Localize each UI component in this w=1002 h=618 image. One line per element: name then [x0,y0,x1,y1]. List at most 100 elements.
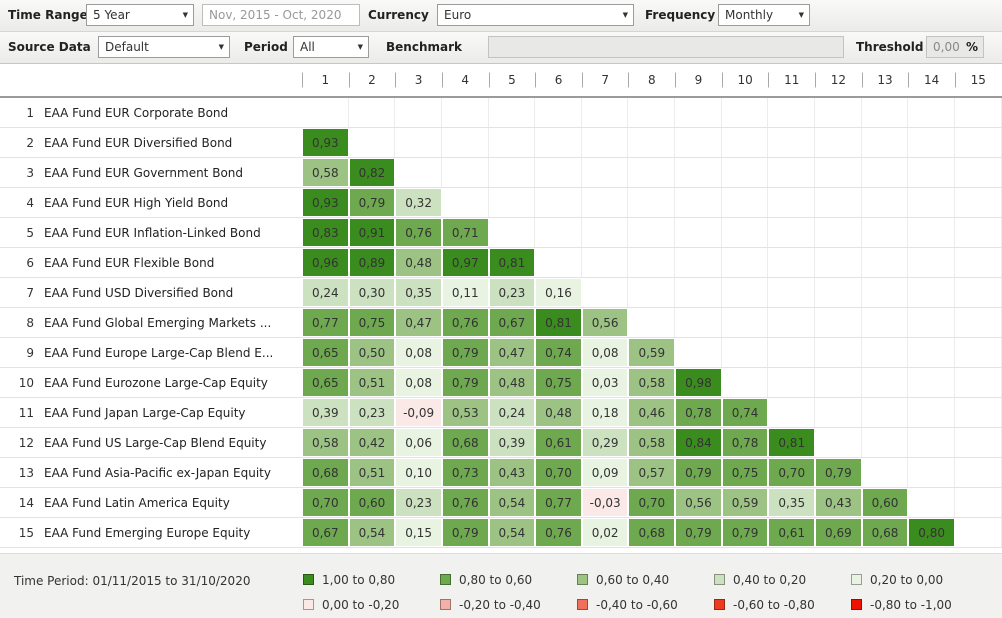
row-number: 11 [18,405,34,420]
matrix-cell: 0,24 [488,398,536,427]
matrix-cell [349,98,396,127]
currency-select[interactable]: Euro ▼ [437,4,634,26]
row-number: 15 [18,525,34,540]
matrix-cell: 0,60 [861,488,909,517]
matrix-cell: 0,30 [348,278,396,307]
matrix-cell: 0,15 [395,518,442,547]
matrix-cell [908,488,955,517]
matrix-header-spacer [0,64,302,96]
matrix-cell [815,338,862,367]
legend: 1,00 to 0,80 0,80 to 0,60 0,60 to 0,40 0,40… [303,567,988,617]
source-data-label: Source Data [8,40,91,54]
matrix-cell: 0,79 [721,518,769,547]
matrix-cell [535,218,582,247]
matrix-cell: 0,79 [675,458,722,487]
matrix-cell [442,128,489,157]
matrix-cell [862,278,909,307]
matrix-cell: 0,70 [535,458,582,487]
matrix-cell: 0,48 [488,368,536,397]
legend-swatch [851,599,862,610]
row-number: 2 [26,135,34,150]
legend-swatch [303,574,314,585]
matrix-cell: 0,68 [628,518,676,547]
matrix-cell [582,218,629,247]
matrix-cell: 0,02 [581,518,629,547]
source-data-select[interactable]: Default ▼ [98,36,230,58]
period-select[interactable]: All ▼ [293,36,369,58]
period-value: All [300,40,315,54]
matrix-cell [628,218,676,247]
matrix-cell [535,248,582,277]
legend-item: -0,20 to -0,40 [440,598,577,612]
frequency-select[interactable]: Monthly ▼ [718,4,810,26]
matrix-cell [862,368,909,397]
column-header: 3 [395,64,442,96]
table-row: 2 EAA Fund EUR Diversified Bond 0,93 [0,128,1002,158]
time-period-text: Time Period: 01/11/2015 to 31/10/2020 [14,574,251,588]
matrix-cell [955,128,1002,157]
currency-label: Currency [368,8,429,22]
matrix-cell: 0,89 [348,248,396,277]
row-number: 12 [18,435,34,450]
legend-row-positive: 1,00 to 0,80 0,80 to 0,60 0,60 to 0,40 0,40… [303,567,988,592]
table-row: 14 EAA Fund Latin America Equity 0,70 0,60 0… [0,488,1002,518]
table-row: 11 EAA Fund Japan Large-Cap Equity 0,39 0,2… [0,398,1002,428]
matrix-cell [862,98,909,127]
column-header: 7 [582,64,629,96]
matrix-cell: 0,43 [488,458,536,487]
matrix-cell [722,218,769,247]
chevron-down-icon: ▼ [357,43,363,51]
matrix-cell: 0,10 [395,458,442,487]
date-range-input[interactable]: Nov, 2015 - Oct, 2020 [202,4,360,26]
matrix-cell [722,188,769,217]
matrix-cell [768,98,816,127]
legend-label: -0,40 to -0,60 [596,597,678,612]
matrix-cell: 0,39 [488,428,536,457]
toolbar-row-1: Time Range 5 Year ▼ Nov, 2015 - Oct, 202… [0,0,1002,32]
matrix-cell: 0,76 [395,218,442,247]
matrix-cell [908,98,955,127]
chevron-down-icon: ▼ [798,11,804,19]
matrix-cell: 0,46 [628,398,676,427]
toolbar-row-2: Source Data Default ▼ Period All ▼ Bench… [0,32,1002,64]
matrix-cell: 0,81 [488,248,536,277]
row-number: 8 [26,315,34,330]
matrix-cell [489,218,536,247]
matrix-cell: -0,09 [395,398,442,427]
matrix-cell: 0,51 [348,458,396,487]
frequency-label: Frequency [645,8,716,22]
matrix-cell: 0,71 [441,218,489,247]
legend-label: 0,00 to -0,20 [322,597,400,612]
legend-item: 1,00 to 0,80 [303,573,440,587]
matrix-cell [535,188,582,217]
matrix-cell: 0,54 [488,518,536,547]
matrix-cell [955,218,1002,247]
matrix-cell: 0,65 [302,338,349,367]
matrix-cell: 0,35 [768,488,816,517]
matrix-cell [862,248,909,277]
matrix-cell: 0,08 [395,368,442,397]
table-row: 1 EAA Fund EUR Corporate Bond [0,98,1002,128]
time-range-select[interactable]: 5 Year ▼ [86,4,194,26]
matrix-cell: 0,24 [302,278,349,307]
matrix-cell: 0,39 [302,398,349,427]
benchmark-input[interactable] [488,36,844,58]
matrix-cell [908,128,955,157]
matrix-cell [722,98,769,127]
matrix-cell [768,308,816,337]
matrix-cell [908,188,955,217]
matrix-cell: 0,98 [675,368,722,397]
matrix-cell [628,308,676,337]
matrix-cell: 0,18 [581,398,629,427]
threshold-input[interactable]: 0,00 [926,36,984,58]
matrix-cell: 0,50 [348,338,396,367]
row-number: 14 [18,495,34,510]
legend-label: 0,20 to 0,00 [870,572,944,587]
matrix-cell: 0,58 [628,368,676,397]
benchmark-label: Benchmark [386,40,462,54]
matrix-cell [955,308,1002,337]
column-header: 12 [815,64,862,96]
currency-value: Euro [444,8,472,22]
matrix-cell [955,278,1002,307]
